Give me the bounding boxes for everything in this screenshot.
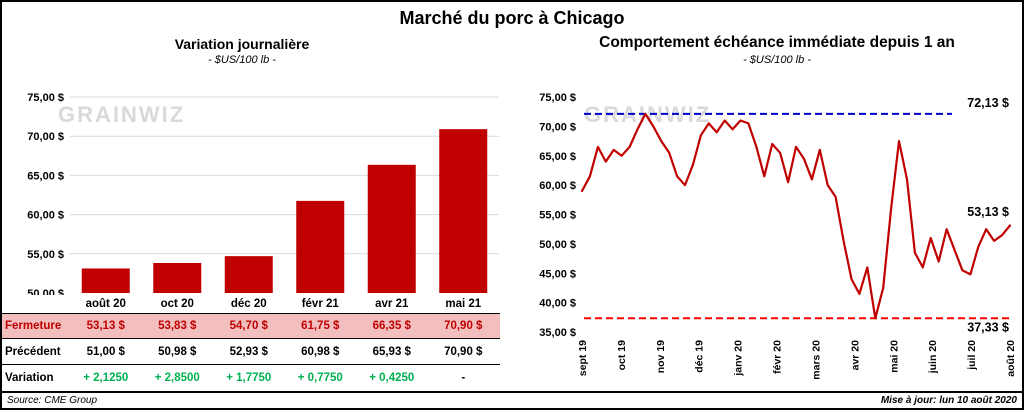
fermeture-value-2: 54,70 $ [229, 320, 268, 332]
bar-5 [439, 129, 488, 293]
month-label-3: févr 21 [301, 298, 339, 310]
fermeture-value-5: 70,90 $ [444, 320, 483, 332]
precedent-value-3: 60,98 $ [301, 345, 340, 358]
footer: Source: CME Group Mise à jour: lun 10 ao… [2, 391, 1022, 408]
variation-value-3: + 0,7750 [297, 372, 343, 384]
update-note: Mise à jour: lun 10 août 2020 [880, 395, 1017, 406]
line-x-axis-label: mars 20 [810, 340, 822, 380]
price-table: août 20 oct 20 déc 20 févr 21 avr 21 mai 21 Fe… [2, 295, 500, 391]
variation-row: Variation + 2,1250 + 2,8500 + 1,7750 + 0,775… [2, 365, 500, 391]
row-label-fermeture: Fermeture [5, 320, 62, 332]
fermeture-value-1: 53,83 $ [158, 320, 197, 332]
line-y-axis-label: 60,00 $ [539, 180, 576, 192]
min-value-label: 37,33 $ [967, 320, 1009, 334]
bar-y-axis-label: 70,00 $ [27, 131, 64, 143]
bar-4 [367, 164, 416, 293]
line-y-axis-label: 40,00 $ [539, 298, 576, 310]
line-chart-title: Comportement échéance immédiate depuis 1… [599, 34, 955, 51]
line-x-axis-label: déc 19 [694, 340, 706, 373]
variation-value-1: + 2,8500 [154, 372, 200, 384]
bar-y-axis-label: 55,00 $ [27, 249, 64, 261]
line-x-axis-label: oct 19 [616, 340, 628, 371]
line-x-axis-label: juil 20 [966, 340, 978, 371]
line-x-axis-label: nov 19 [655, 340, 667, 373]
precedent-value-5: 70,90 $ [444, 345, 483, 358]
variation-value-5: - [461, 372, 466, 384]
variation-value-2: + 1,7750 [226, 372, 272, 384]
line-x-axis-label: févr 20 [772, 340, 784, 374]
line-x-axis-label: janv 20 [733, 340, 745, 377]
month-label-5: mai 21 [445, 298, 482, 310]
bar-chart-title: Variation journalière [174, 36, 310, 52]
line-x-axis-label: sept 19 [577, 340, 589, 376]
bar-2 [224, 256, 273, 293]
line-chart-svg: 35,00 $ 40,00 $ 45,00 $ 50,00 $ 55,00 $ 60,00… [539, 92, 1017, 380]
bar-chart-subtitle: - $US/100 lb - [208, 54, 276, 66]
source-note: Source: CME Group [7, 395, 98, 406]
line-y-axis-label: 65,00 $ [539, 151, 576, 163]
precedent-row: Précédent 51,00 $ 50,98 $ 52,93 $ 60,98 $ 65,… [2, 339, 500, 365]
line-y-axis-label: 55,00 $ [539, 210, 576, 222]
month-label-1: oct 20 [160, 298, 194, 310]
last-value-label: 53,13 $ [967, 205, 1009, 219]
month-label-4: avr 21 [375, 298, 409, 310]
line-x-axis-label: avr 20 [849, 340, 861, 371]
variation-value-4: + 0,4250 [369, 372, 415, 384]
fermeture-value-3: 61,75 $ [301, 320, 340, 332]
precedent-value-4: 65,93 $ [372, 345, 411, 358]
line-x-axis-label: juin 20 [927, 340, 939, 374]
table-header-row: août 20 oct 20 déc 20 févr 21 avr 21 mai 21 [2, 295, 500, 313]
bar-3 [296, 200, 345, 293]
line-y-axis-label: 75,00 $ [539, 92, 576, 104]
precedent-value-1: 50,98 $ [158, 345, 197, 358]
line-chart-subtitle: - $US/100 lb - [743, 54, 811, 66]
bar-chart-svg: 50,00 $ 55,00 $ 60,00 $ 65,00 $ 70,00 $ 75,00… [27, 92, 499, 295]
row-label-precedent: Précédent [5, 345, 61, 358]
fermeture-row: Fermeture 53,13 $ 53,83 $ 54,70 $ 61,75 $ 66,… [2, 313, 500, 339]
row-label-variation: Variation [5, 372, 54, 384]
bar-y-axis-label: 75,00 $ [27, 92, 64, 104]
fermeture-value-0: 53,13 $ [86, 320, 125, 332]
month-label-0: août 20 [85, 298, 126, 310]
line-y-axis-label: 70,00 $ [539, 121, 576, 133]
precedent-value-2: 52,93 $ [229, 345, 268, 358]
page-title: Marché du porc à Chicago [399, 8, 625, 28]
grainwiz-watermark-left: GRAINWIZ [58, 102, 186, 127]
line-x-axis-label: mai 20 [888, 340, 900, 373]
line-chart-header: Comportement échéance immédiate depuis 1… [542, 34, 1012, 66]
precedent-value-0: 51,00 $ [86, 345, 125, 358]
month-label-2: déc 20 [230, 298, 267, 310]
line-y-axis-label: 35,00 $ [539, 327, 576, 339]
bar-y-axis-label: 50,00 $ [27, 288, 64, 295]
line-y-axis-label: 50,00 $ [539, 239, 576, 251]
bar-0 [81, 268, 130, 293]
fermeture-value-4: 66,35 $ [372, 320, 411, 332]
bar-y-axis-label: 60,00 $ [27, 210, 64, 222]
variation-value-0: + 2,1250 [83, 372, 129, 384]
price-line [580, 112, 1012, 320]
line-x-axis-label: août 20 [1005, 340, 1017, 377]
bar-chart-header: Variation journalière - $US/100 lb - [2, 36, 482, 66]
line-y-axis-label: 45,00 $ [539, 268, 576, 280]
max-value-label: 72,13 $ [967, 96, 1009, 110]
bar-1 [153, 262, 202, 293]
bar-y-axis-label: 65,00 $ [27, 170, 64, 182]
